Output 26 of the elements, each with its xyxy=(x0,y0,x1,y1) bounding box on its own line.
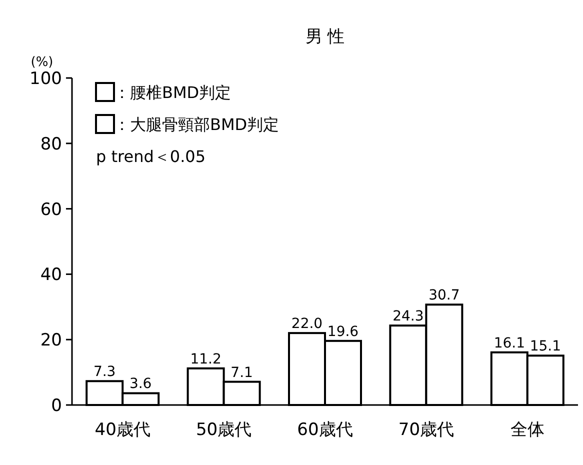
x-tick-label: 60歳代 xyxy=(297,420,353,440)
y-tick-label: 80 xyxy=(40,134,62,154)
data-label: 15.1 xyxy=(530,338,561,355)
y-axis-title: (%) xyxy=(30,55,54,70)
x-tick-label: 50歳代 xyxy=(196,420,252,440)
data-label: 19.6 xyxy=(327,324,359,340)
legend-label: ：腰椎BMD判定 xyxy=(114,83,232,102)
data-label: 11.2 xyxy=(190,351,222,368)
y-tick-label: 100 xyxy=(30,69,62,89)
x-tick-label: 全体 xyxy=(510,420,544,440)
chart-title: 男 性 xyxy=(305,27,345,47)
data-label: 22.0 xyxy=(291,316,323,332)
data-label: 16.1 xyxy=(494,335,525,352)
y-tick-label: 40 xyxy=(40,265,62,286)
y-tick-label: 0 xyxy=(51,396,62,416)
y-tick-label: 60 xyxy=(40,200,62,220)
annotation: p trend＜0.05 xyxy=(96,147,206,166)
data-label: 3.6 xyxy=(129,376,152,392)
data-label: 7.3 xyxy=(93,364,116,380)
y-tick-label: 20 xyxy=(40,330,62,351)
data-label: 24.3 xyxy=(392,308,424,325)
data-label: 7.1 xyxy=(230,364,253,381)
legend-label: ：大腿骨頸部BMD判定 xyxy=(114,115,280,134)
x-tick-label: 40歳代 xyxy=(94,420,150,440)
x-tick-label: 70歳代 xyxy=(398,420,454,440)
data-label: 30.7 xyxy=(428,288,460,304)
